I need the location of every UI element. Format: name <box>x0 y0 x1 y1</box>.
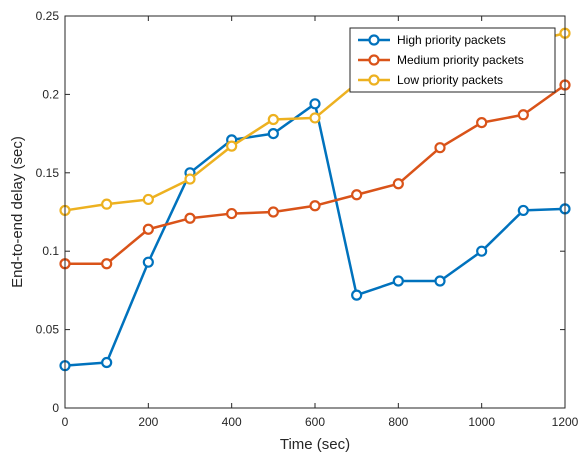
series-1-point-12 <box>517 204 529 217</box>
axes-layer: 0 200 400 600 800 1000 1200 0 0.05 0.1 0.15 0.2 0.25 <box>36 9 579 429</box>
y-tick-label-5: 0.2 <box>42 87 59 101</box>
x-tick-label-7: 1200 <box>552 415 579 429</box>
legend-item-1-marker <box>368 34 380 46</box>
series-2-point-2 <box>101 258 113 270</box>
y-tick-label-4: 0.15 <box>36 166 60 180</box>
y-tick-label-6: 0.25 <box>36 9 60 23</box>
series-1-point-11 <box>476 245 488 257</box>
x-tick-label-5: 800 <box>388 415 408 429</box>
series-3-point-6 <box>267 113 279 126</box>
x-tick-label-3: 400 <box>222 415 242 429</box>
series-2-point-11 <box>476 117 488 129</box>
x-tick-label-2: 200 <box>138 415 158 429</box>
series-2-point-7 <box>309 200 321 212</box>
legend: High priority packets Medium priority pac… <box>349 27 556 93</box>
series-3-point-2 <box>101 198 113 210</box>
series-1-point-6 <box>267 128 279 140</box>
series-1-point-3 <box>142 256 154 268</box>
series-1-point-2 <box>101 356 113 369</box>
x-axis-label: Time (sec) <box>280 436 350 453</box>
y-tick-label-2: 0.05 <box>36 323 60 337</box>
series-1-point-8 <box>351 289 363 301</box>
series-1-point-10 <box>434 275 446 287</box>
series-3-point-5 <box>226 140 238 152</box>
legend-item-1-label: High priority packets <box>397 33 506 47</box>
legend-item-2-marker <box>368 54 380 66</box>
series-2-point-8 <box>351 189 363 201</box>
legend-item-2-label: Medium priority packets <box>397 53 524 67</box>
y-tick-label-1: 0 <box>52 401 59 415</box>
x-tick-label-6: 1000 <box>468 415 495 429</box>
legend-item-3-marker <box>368 74 380 86</box>
x-tick-label-1: 0 <box>62 415 69 429</box>
series-1 <box>59 98 571 372</box>
series-2 <box>59 79 571 270</box>
series-3-point-7 <box>309 112 321 124</box>
series-layer <box>59 27 571 372</box>
series-2-point-4 <box>184 212 196 224</box>
series-3-point-4 <box>184 173 196 185</box>
series-2-point-10 <box>434 142 446 154</box>
series-2-point-12 <box>517 109 529 121</box>
series-2-point-6 <box>267 206 279 218</box>
series-2-point-9 <box>392 178 404 190</box>
legend-item-3-label: Low priority packets <box>397 73 503 87</box>
y-tick-label-3: 0.1 <box>42 244 59 258</box>
y-axis-label: End-to-end delay (sec) <box>9 136 26 288</box>
x-tick-label-4: 600 <box>305 415 325 429</box>
series-1-point-9 <box>392 275 404 287</box>
series-3-point-3 <box>142 193 154 206</box>
series-2-point-5 <box>226 207 238 220</box>
series-2-point-3 <box>142 223 154 235</box>
series-1-point-7 <box>309 98 321 110</box>
